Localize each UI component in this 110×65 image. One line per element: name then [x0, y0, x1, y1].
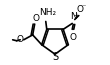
Text: NH₂: NH₂	[39, 8, 56, 17]
Text: O: O	[16, 35, 23, 44]
Text: +: +	[73, 13, 79, 19]
Text: O: O	[77, 5, 84, 14]
Text: S: S	[52, 52, 58, 62]
Text: O: O	[69, 33, 76, 42]
Text: ⁻: ⁻	[82, 2, 86, 11]
Text: O: O	[32, 14, 39, 23]
Text: N: N	[70, 12, 77, 21]
